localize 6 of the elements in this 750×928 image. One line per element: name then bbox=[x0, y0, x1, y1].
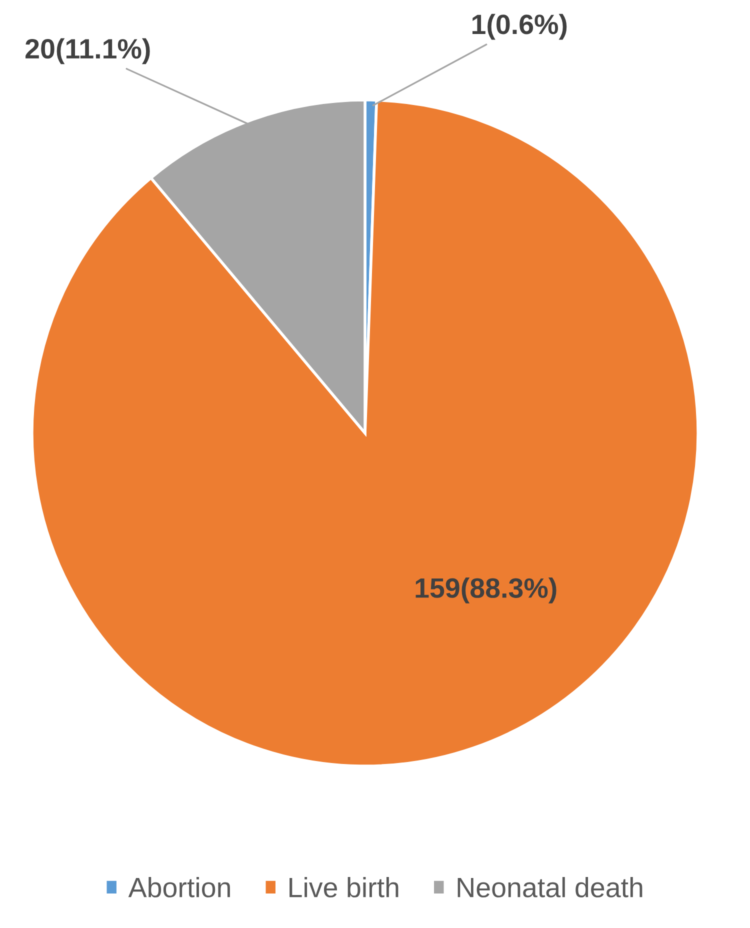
data-label: 1(0.6%) bbox=[472, 14, 567, 40]
data-label: 20(11.1%) bbox=[26, 38, 150, 64]
legend-label: Live birth bbox=[290, 877, 398, 898]
legend-label: Neonatal death bbox=[458, 877, 642, 898]
data-label: 159(88.3%) bbox=[416, 578, 556, 604]
legend-label: Abortion bbox=[128, 877, 230, 898]
